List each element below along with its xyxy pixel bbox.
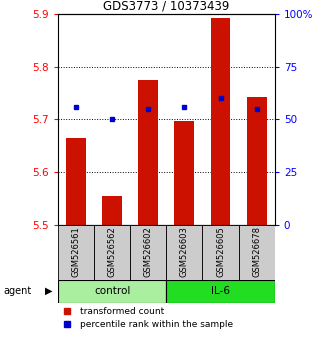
Bar <box>58 225 94 280</box>
Bar <box>247 97 266 225</box>
Title: GDS3773 / 10373439: GDS3773 / 10373439 <box>103 0 229 13</box>
Bar <box>94 225 130 280</box>
Text: GSM526605: GSM526605 <box>216 226 225 276</box>
Text: GSM526562: GSM526562 <box>108 226 117 276</box>
Bar <box>58 280 166 303</box>
Bar <box>166 225 203 280</box>
Bar <box>66 138 86 225</box>
Bar <box>130 225 166 280</box>
Text: GSM526603: GSM526603 <box>180 226 189 276</box>
Bar <box>138 80 158 225</box>
Text: IL-6: IL-6 <box>211 286 230 296</box>
Text: transformed count: transformed count <box>80 307 164 316</box>
Bar <box>211 18 230 225</box>
Bar <box>102 196 122 225</box>
Text: GSM526678: GSM526678 <box>252 225 261 276</box>
Text: control: control <box>94 286 130 296</box>
Bar <box>166 280 275 303</box>
Text: GSM526561: GSM526561 <box>71 226 80 276</box>
Bar <box>174 120 194 225</box>
Text: ▶: ▶ <box>45 286 52 296</box>
Text: GSM526602: GSM526602 <box>144 226 153 276</box>
Text: agent: agent <box>3 286 31 296</box>
Bar <box>239 225 275 280</box>
Text: percentile rank within the sample: percentile rank within the sample <box>80 320 233 329</box>
Bar <box>203 225 239 280</box>
